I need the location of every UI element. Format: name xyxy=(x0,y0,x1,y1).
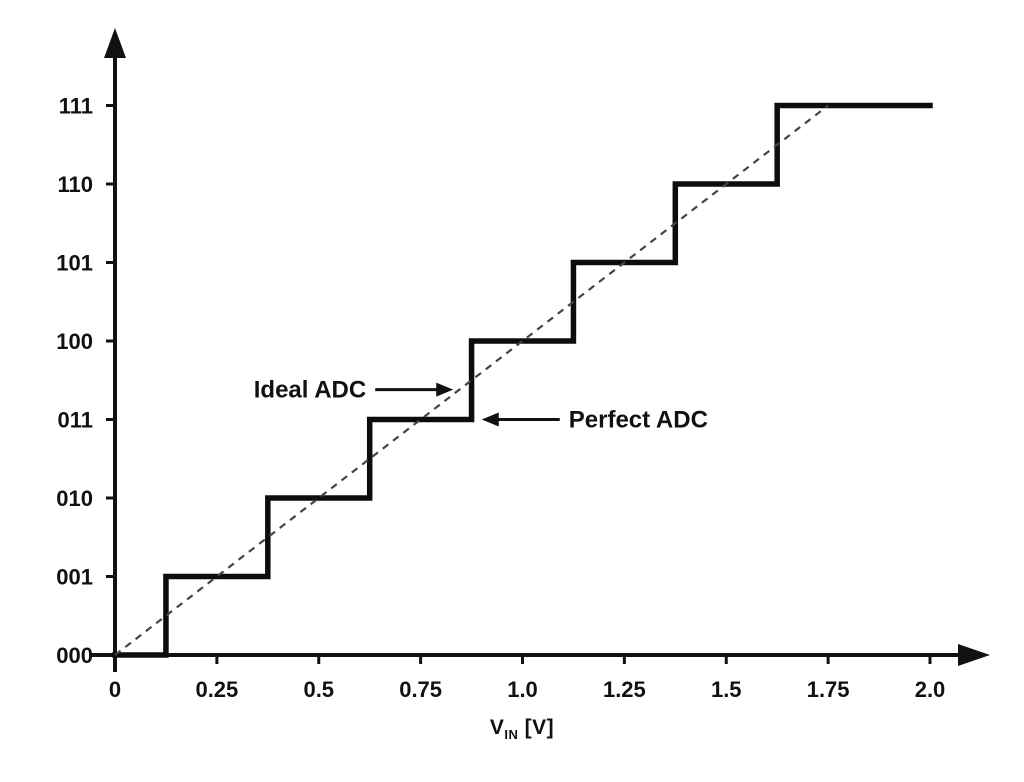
x-tick-label: 1.25 xyxy=(603,677,646,702)
y-tick-label: 101 xyxy=(56,251,93,276)
y-tick-label: 111 xyxy=(59,94,93,119)
x-tick-label: 1.75 xyxy=(807,677,850,702)
x-tick-label: 1.0 xyxy=(507,677,538,702)
y-axis-arrow-icon xyxy=(104,28,126,58)
x-axis-label-sub: IN xyxy=(504,727,519,743)
y-tick-label: 110 xyxy=(58,172,94,197)
annotation-ideal-adc-label: Ideal ADC xyxy=(254,377,366,404)
annotation-perfect-adc-label: Perfect ADC xyxy=(569,407,708,434)
y-tick-label: 001 xyxy=(56,565,93,590)
x-tick-label: 2.0 xyxy=(915,677,946,702)
x-tick-label: 1.5 xyxy=(711,677,742,702)
y-tick-label: 100 xyxy=(56,329,93,354)
x-tick-label: 0.25 xyxy=(195,677,238,702)
x-axis-arrow-icon xyxy=(958,644,990,666)
x-tick-label: 0 xyxy=(109,677,121,702)
annotation-perfect-adc-arrowhead-icon xyxy=(481,412,499,427)
annotation-ideal-adc-arrowhead-icon xyxy=(436,382,454,397)
y-tick-label: 011 xyxy=(58,408,94,433)
y-tick-label: 010 xyxy=(56,486,93,511)
y-tick-label: 000 xyxy=(56,643,93,668)
x-axis-label-unit: [V] xyxy=(518,716,555,739)
series-perfect-adc xyxy=(112,102,933,658)
x-axis-label: VIN [V] xyxy=(20,716,1024,742)
x-tick-label: 0.5 xyxy=(303,677,334,702)
x-tick-label: 0.75 xyxy=(399,677,442,702)
x-axis-label-main: V xyxy=(489,716,505,739)
